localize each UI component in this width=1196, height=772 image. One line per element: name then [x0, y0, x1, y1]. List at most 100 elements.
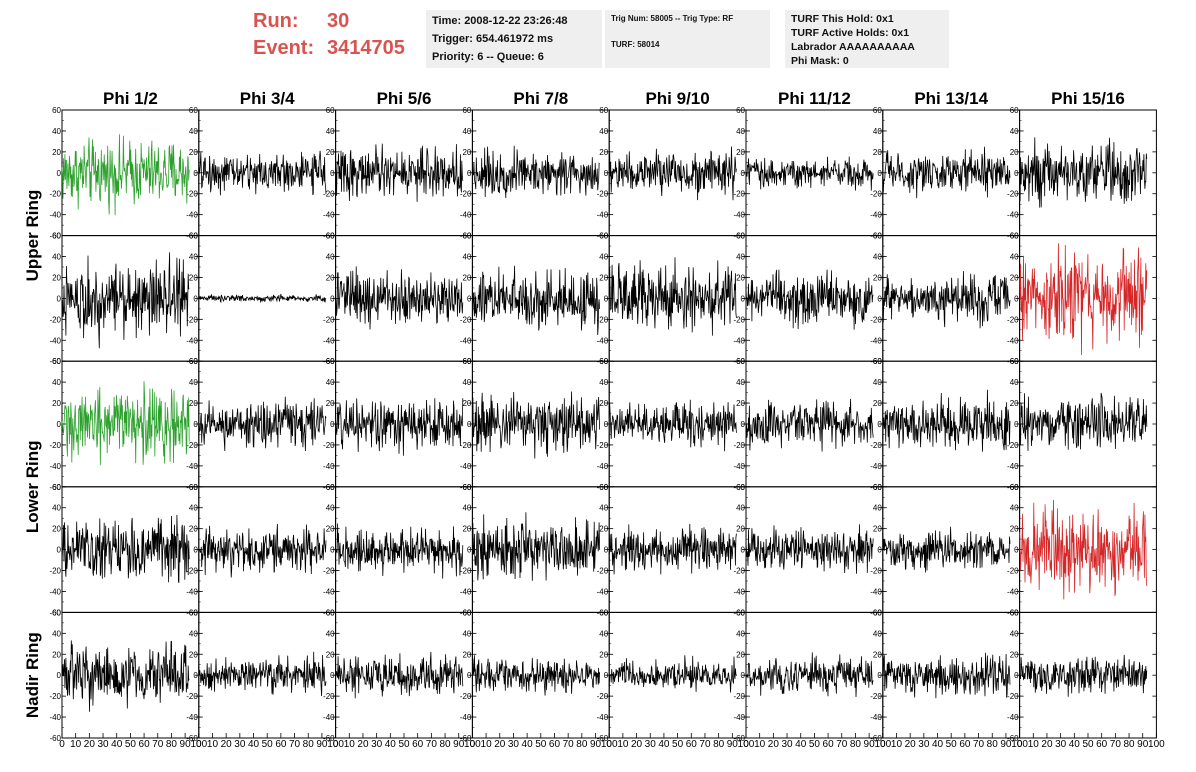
- y-tick-label: 40: [736, 378, 745, 387]
- y-tick-label: 20: [599, 273, 608, 282]
- x-tick-label: 0: [1017, 739, 1023, 750]
- ring-label: Nadir Ring: [23, 632, 42, 718]
- x-tick-label: 40: [1069, 739, 1081, 750]
- waveform-trace: [745, 652, 874, 698]
- ring-label: Lower Ring: [23, 441, 42, 534]
- y-tick-label: -40: [733, 713, 745, 722]
- y-tick-label: 20: [326, 525, 335, 534]
- y-tick-label: 60: [326, 483, 335, 492]
- y-tick-label: -40: [323, 336, 335, 345]
- run-line: Run: 30: [253, 8, 405, 35]
- y-tick-label: 0: [1014, 294, 1019, 303]
- labrador-text: Labrador AAAAAAAAAA: [791, 41, 915, 53]
- y-tick-label: 20: [873, 273, 882, 282]
- x-tick-label: 20: [494, 739, 506, 750]
- y-tick-label: 20: [599, 650, 608, 659]
- y-tick-label: -40: [323, 713, 335, 722]
- y-tick-label: -40: [1007, 211, 1019, 220]
- y-tick-label: -20: [460, 441, 472, 450]
- run-label: Run:: [253, 10, 299, 32]
- y-tick-label: -20: [733, 315, 745, 324]
- y-tick-label: 20: [873, 650, 882, 659]
- waveform-trace: [745, 269, 874, 330]
- run-value: 30: [327, 10, 350, 32]
- x-tick-label: 60: [959, 739, 971, 750]
- waveform-trace: [745, 524, 874, 574]
- y-tick-label: -40: [870, 211, 882, 220]
- y-tick-label: -60: [49, 734, 61, 743]
- y-tick-label: 60: [326, 106, 335, 115]
- y-tick-label: 20: [736, 273, 745, 282]
- y-tick-label: 40: [462, 629, 471, 638]
- x-tick-label: 0: [59, 739, 65, 750]
- y-tick-label: 20: [326, 399, 335, 408]
- y-tick-label: -40: [870, 462, 882, 471]
- y-tick-label: 40: [189, 378, 198, 387]
- x-tick-label: 100: [464, 739, 481, 750]
- x-tick-label: 80: [850, 739, 862, 750]
- waveform-trace: [882, 271, 1011, 329]
- y-tick-label: 60: [599, 106, 608, 115]
- x-tick-label: 70: [152, 739, 164, 750]
- y-tick-label: -40: [323, 587, 335, 596]
- waveform-trace: [335, 651, 464, 699]
- ring-label: Upper Ring: [23, 190, 42, 282]
- y-tick-label: 0: [330, 546, 335, 555]
- y-tick-label: 20: [1010, 399, 1019, 408]
- y-tick-label: -60: [1007, 608, 1019, 617]
- y-tick-label: -60: [1007, 357, 1019, 366]
- y-tick-label: 60: [52, 232, 61, 241]
- waveform-trace: [1019, 392, 1148, 451]
- column-title: Phi 5/6: [377, 89, 432, 108]
- y-tick-label: 40: [736, 629, 745, 638]
- y-tick-label: -20: [49, 190, 61, 199]
- y-tick-label: -20: [323, 567, 335, 576]
- y-tick-label: 60: [462, 483, 471, 492]
- y-tick-label: -20: [597, 315, 609, 324]
- waveform-trace: [198, 396, 327, 452]
- y-tick-label: -20: [597, 190, 609, 199]
- x-tick-label: 0: [743, 739, 749, 750]
- y-tick-label: 40: [1010, 253, 1019, 262]
- x-tick-label: 40: [385, 739, 397, 750]
- y-tick-label: -40: [870, 713, 882, 722]
- y-tick-label: -20: [1007, 315, 1019, 324]
- x-tick-label: 90: [864, 739, 876, 750]
- trig-num-text: Trig Num: 58005 -- Trig Type: RF: [611, 14, 734, 23]
- y-tick-label: -60: [460, 734, 472, 743]
- y-tick-label: 0: [877, 294, 882, 303]
- y-tick-label: 40: [52, 253, 61, 262]
- x-tick-label: 50: [809, 739, 821, 750]
- y-tick-label: -40: [460, 587, 472, 596]
- y-tick-label: -40: [733, 587, 745, 596]
- y-tick-label: 0: [330, 294, 335, 303]
- y-tick-label: -40: [597, 713, 609, 722]
- x-tick-label: 10: [70, 739, 82, 750]
- x-tick-label: 60: [1096, 739, 1108, 750]
- y-tick-label: -40: [870, 587, 882, 596]
- y-tick-label: 20: [52, 273, 61, 282]
- y-tick-label: 0: [604, 671, 609, 680]
- y-tick-label: 20: [189, 273, 198, 282]
- x-tick-label: 20: [1041, 739, 1053, 750]
- y-tick-label: -40: [186, 336, 198, 345]
- x-tick-label: 30: [508, 739, 520, 750]
- y-tick-label: -40: [323, 211, 335, 220]
- y-tick-label: 20: [873, 399, 882, 408]
- y-tick-label: 40: [1010, 629, 1019, 638]
- run-event-box: Run: 30 Event: 3414705: [253, 8, 405, 62]
- waveform-trace: [882, 526, 1011, 573]
- y-tick-label: 40: [599, 378, 608, 387]
- y-tick-label: 40: [736, 127, 745, 136]
- y-tick-label: 20: [1010, 650, 1019, 659]
- column-title: Phi 7/8: [513, 89, 568, 108]
- y-tick-label: -60: [49, 232, 61, 241]
- x-tick-label: 70: [836, 739, 848, 750]
- y-tick-label: 60: [736, 232, 745, 241]
- x-tick-label: 10: [754, 739, 766, 750]
- waveform-trace: [1019, 499, 1148, 600]
- x-tick-label: 60: [686, 739, 698, 750]
- x-tick-label: 40: [932, 739, 944, 750]
- time-info-panel: Time: 2008-12-22 23:26:48 Trigger: 654.4…: [426, 10, 602, 68]
